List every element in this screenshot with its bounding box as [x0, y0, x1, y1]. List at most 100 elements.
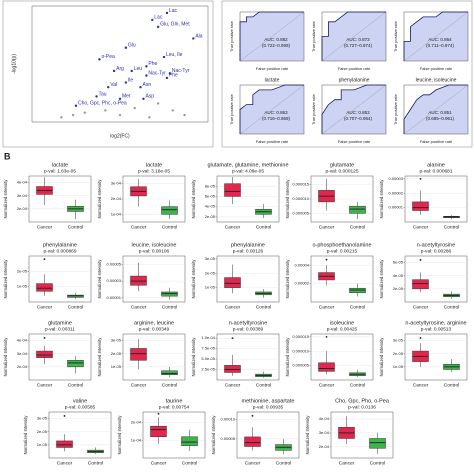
y-tick-label: 2e-05 — [205, 270, 216, 275]
auc-ci: (0.707–0.964) — [344, 116, 373, 121]
roc-curve — [321, 84, 386, 134]
point — [71, 113, 75, 117]
point — [98, 58, 101, 61]
x-tick-label: Cancer — [225, 224, 241, 230]
x-axis-label: False positive rate — [338, 139, 371, 144]
x-axis-label: False positive rate — [420, 139, 453, 144]
box — [224, 277, 241, 288]
auc-label: AUC: 0.853 — [346, 110, 370, 115]
auc-label: AUC: 0.873 — [346, 37, 370, 42]
outlier — [419, 177, 422, 180]
y-axis-label: True positive rate — [393, 20, 398, 52]
plot-frame — [321, 84, 387, 135]
plot-frame — [28, 255, 92, 303]
diagonal — [239, 11, 305, 62]
x-tick-label: Control — [68, 304, 83, 310]
box — [412, 279, 429, 290]
point-label: o-Pea — [101, 54, 115, 60]
point — [139, 86, 142, 89]
box — [130, 348, 147, 361]
x-tick-label: Cancer — [319, 224, 335, 230]
y-axis-label: Normalized Intensity — [379, 337, 384, 377]
x-axis-label: log2(FC) — [110, 133, 130, 139]
point-label: Phe — [169, 73, 178, 79]
point — [104, 109, 107, 112]
auc-ci: (0.716–0.969) — [262, 116, 291, 121]
point — [148, 116, 151, 119]
y-tick-label: 0.00004 — [295, 262, 310, 267]
point-label: Nac-Tyr — [148, 70, 166, 76]
panel-roc-frame — [221, 0, 473, 148]
x-tick-label: Cancer — [413, 304, 429, 310]
x-tick-label: Control — [162, 304, 177, 310]
y-tick-label: 5.0e-05 — [201, 356, 215, 361]
y-tick-label: 2.5e-05 — [201, 367, 215, 372]
point-label: Met — [122, 94, 131, 100]
box — [224, 183, 241, 197]
p-value: p-val: 0.00106 — [139, 248, 170, 254]
diagonal — [239, 84, 305, 135]
point-label: Glu, Gln, Met — [160, 22, 190, 28]
plot-frame — [216, 333, 280, 381]
y-tick-label: 2e-05 — [111, 351, 122, 356]
y-tick-label: 1e-05 — [205, 285, 216, 290]
y-tick-label: 7.5e-05 — [201, 346, 215, 351]
y-tick-label: 0.00010 — [221, 417, 236, 422]
y-tick-label: 3e-05 — [393, 338, 404, 343]
p-value: p-val: 0.00349 — [139, 326, 170, 332]
y-axis-label: True positive rate — [311, 93, 316, 125]
point-label: Leu, Ile — [166, 52, 183, 58]
roc-title: phenylalanine — [339, 77, 370, 83]
roc-title: leucine, isoleucine — [416, 77, 457, 83]
x-tick-label: Cancer — [37, 382, 53, 388]
p-value: p-val: 0.000869 — [43, 248, 76, 254]
point — [124, 81, 128, 84]
point-label: Phe — [148, 61, 157, 67]
plot-title: lactate — [52, 162, 68, 168]
x-tick-label: Cancer — [319, 382, 335, 388]
x-tick-label: Cancer — [37, 224, 53, 230]
y-tick-label: 2e-05 — [393, 286, 404, 291]
p-value: p-val: 4.09e-05 — [232, 168, 264, 174]
x-axis-label: False positive rate — [420, 66, 453, 71]
box — [36, 350, 53, 358]
roc-title: lactate — [265, 77, 280, 83]
y-tick-label: 2e-05 — [17, 268, 28, 273]
diagonal — [321, 84, 387, 135]
p-value: p-val: 0.00126 — [233, 248, 264, 254]
y-tick-label: 3e-04 — [17, 351, 28, 356]
x-tick-label: Control — [276, 460, 291, 466]
point-label: Tau — [99, 91, 107, 97]
auc-ci: (0.722–0.999) — [262, 43, 291, 48]
box — [318, 362, 335, 372]
x-tick-label: Control — [350, 304, 365, 310]
y-tick-label: 3e-05 — [111, 338, 122, 343]
plot-title: n-acetyltyrosine — [417, 242, 456, 248]
x-tick-label: Control — [444, 382, 459, 388]
point-label: Asp — [145, 94, 154, 100]
x-tick-label: Cancer — [225, 382, 241, 388]
point-label: Nac-Tyr — [172, 68, 190, 74]
x-tick-label: Control — [256, 382, 271, 388]
auc-label: AUC: 0.851 — [428, 110, 452, 115]
box — [224, 365, 241, 373]
plot-title: methionine, aspartate — [242, 398, 295, 404]
x-tick-label: Control — [256, 224, 271, 230]
point — [142, 97, 145, 101]
point — [145, 74, 148, 77]
y-axis-label: Normalized Intensity — [117, 415, 122, 455]
x-tick-label: Control — [68, 224, 83, 230]
box — [56, 440, 73, 448]
x-tick-label: Cancer — [37, 304, 53, 310]
y-tick-label: 4e-04 — [17, 180, 28, 185]
y-axis-label: Normalized Intensity — [305, 415, 310, 455]
plot-title: n-acetyltyrosine, arginine — [405, 320, 466, 326]
y-tick-label: 3e-04 — [319, 430, 330, 435]
diagonal — [403, 84, 469, 135]
box — [412, 201, 429, 211]
y-tick-label: 3e-04 — [111, 181, 122, 186]
point-label: Ile — [128, 77, 134, 83]
y-tick-label: 0.00003 — [389, 176, 404, 181]
plot-frame — [216, 175, 280, 223]
point — [192, 37, 195, 40]
